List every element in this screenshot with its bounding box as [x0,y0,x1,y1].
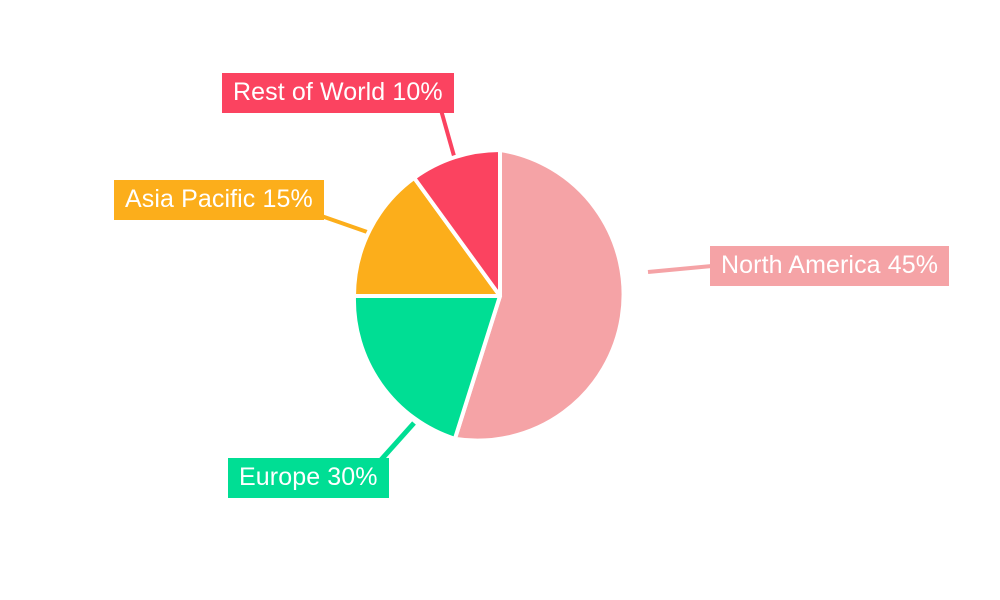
pie-label-north-america-text: North America 45% [721,250,939,279]
pie-slices [351,148,626,443]
pie-label-rest-of-world-text: Rest of World 10% [233,77,443,106]
leader-line-north-america [647,264,713,274]
pie-label-north-america[interactable]: North America 45% [710,246,950,286]
leader-line-rest-of-world [439,109,458,164]
leader-lines [309,109,713,463]
pie-slice-north-america[interactable] [452,148,626,443]
pie-label-europe-text: Europe 30% [239,462,378,491]
pie-slice-europe[interactable] [351,294,502,441]
pie-label-europe[interactable]: Europe 30% [228,458,389,498]
leader-line-europe [378,421,416,463]
pie-label-rest-of-world[interactable]: Rest of World 10% [222,73,454,113]
pie-slice-rest-of-world[interactable] [412,148,502,298]
pie-label-asia-pacific-text: Asia Pacific 15% [125,184,313,213]
pie-slice-asia-pacific[interactable] [352,175,502,298]
pie-label-asia-pacific[interactable]: Asia Pacific 15% [114,180,324,220]
